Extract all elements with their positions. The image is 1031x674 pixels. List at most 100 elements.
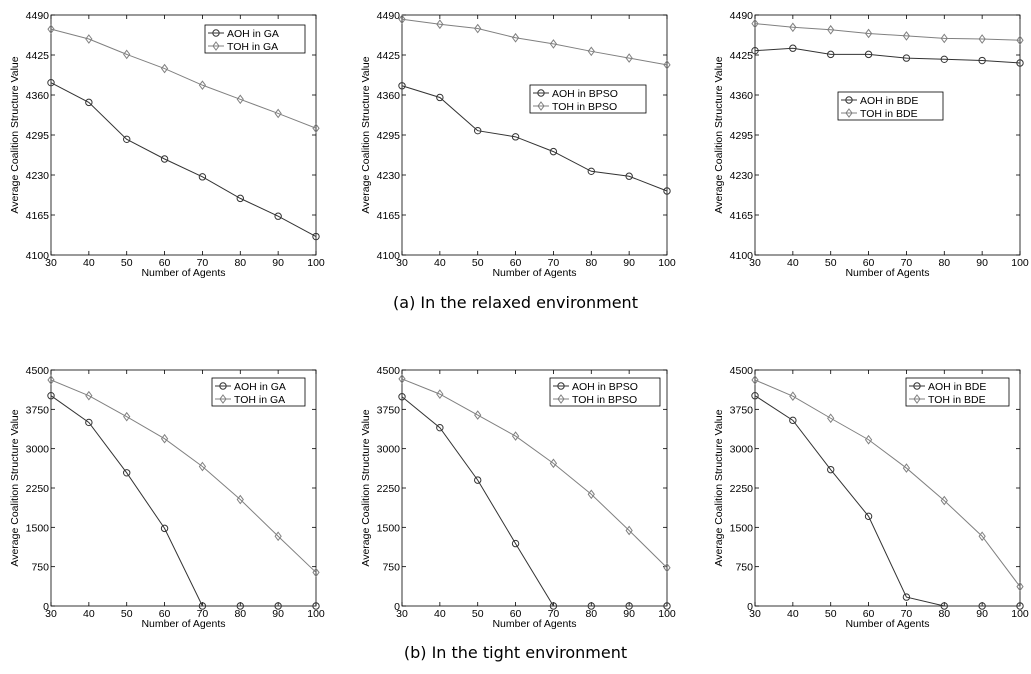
series-line-aoh [401,396,667,607]
y-tick-label: 4165 [377,210,401,222]
data-point-toh [940,495,948,506]
data-point-aoh [789,416,797,425]
y-tick-label: 4100 [730,250,754,262]
data-point-toh [47,375,55,385]
data-point-toh [625,525,633,536]
x-tick-label: 30 [749,257,761,269]
data-point-toh [274,531,282,542]
x-tick-label: 70 [197,608,209,620]
x-tick-label: 50 [825,257,837,269]
y-tick-label: 3750 [377,404,401,416]
x-tick-label: 80 [585,257,597,269]
y-tick-label: 4360 [26,90,50,102]
y-axis-label: Average Coalition Structure Value [713,56,725,213]
legend-marker [537,101,545,111]
legend-label: TOH in BDE [860,108,918,120]
x-tick-label: 60 [863,257,875,269]
data-point-toh [123,411,131,422]
x-tick-label: 80 [938,608,950,620]
data-point-aoh [902,593,911,601]
chart-panel-3: 30 40 50 60 70 80 90 100 4100 4165 4230 4295 4360 442… [713,10,1029,279]
x-tick-label: 90 [272,257,284,269]
data-point-toh [902,463,911,473]
legend-box [549,377,661,407]
data-point-toh [978,34,986,44]
data-point-aoh [274,212,282,220]
chart-panel-2: 30 40 50 60 70 80 90 100 4100 4165 4230 4295 4360 442… [360,10,676,279]
x-tick-label: 70 [901,257,913,269]
y-tick-label: 2250 [26,483,50,495]
data-point-aoh [625,172,633,180]
data-point-aoh [940,602,948,610]
x-tick-label: 40 [434,608,446,620]
legend-marker [913,394,921,404]
legend-marker [913,382,921,390]
data-point-aoh [663,602,671,610]
legend-label: TOH in GA [227,41,278,53]
data-point-toh [160,433,169,444]
y-tick-label: 4360 [377,90,401,102]
x-axis-label: Number of Agents [845,267,929,279]
legend-marker [845,108,853,118]
y-axis-label: Average Coalition Structure Value [360,56,372,213]
y-tick-label: 3000 [730,444,754,456]
legend-box [204,24,306,54]
y-tick-label: 4295 [377,130,401,142]
legend-label: AOH in BDE [860,95,918,107]
data-point-toh [474,410,482,420]
series-line-toh [401,18,668,66]
x-tick-label: 40 [434,257,446,269]
series-line-aoh [754,47,1021,64]
x-tick-label: 40 [787,257,799,269]
legend-label: AOH in BDE [928,381,986,393]
x-tick-label: 30 [396,257,408,269]
data-point-toh [789,391,797,402]
x-tick-label: 40 [83,608,95,620]
x-axis-label: Number of Agents [141,267,225,279]
y-tick-label: 0 [747,601,753,613]
data-point-toh [1016,581,1024,592]
y-tick-label: 4100 [377,250,401,262]
x-tick-label: 80 [234,257,246,269]
x-tick-label: 40 [83,257,95,269]
series-line-aoh [401,85,668,192]
data-point-toh [85,34,93,44]
data-point-aoh [198,602,207,610]
x-tick-label: 30 [45,257,57,269]
x-tick-label: 50 [121,257,133,269]
y-axis-label: Average Coalition Structure Value [9,56,21,213]
y-tick-label: 4490 [377,10,401,22]
data-point-toh [663,562,671,573]
y-tick-label: 4230 [730,170,754,182]
data-point-aoh [1016,602,1024,610]
x-tick-label: 100 [1011,257,1029,269]
y-tick-label: 750 [31,562,49,574]
y-tick-label: 4490 [26,10,50,22]
y-axis-label: Average Coalition Structure Value [9,409,21,566]
data-point-toh [312,567,320,578]
x-axis-label: Number of Agents [845,618,929,630]
series-line-toh [754,379,1021,587]
x-tick-label: 90 [623,257,635,269]
data-point-aoh [902,54,911,62]
legend-marker [537,89,545,97]
data-point-aoh [549,602,558,610]
data-point-aoh [978,602,986,610]
legend-marker [219,382,227,390]
data-point-toh [789,22,797,33]
y-tick-label: 4500 [730,365,754,377]
data-point-toh [398,14,406,25]
legend-label: TOH in BPSO [572,394,637,406]
x-tick-label: 80 [585,608,597,620]
y-tick-label: 750 [735,562,753,574]
x-tick-label: 60 [863,608,875,620]
y-tick-label: 3750 [730,404,754,416]
y-tick-label: 4295 [26,130,50,142]
x-tick-label: 80 [938,257,950,269]
data-point-aoh [827,50,835,59]
y-tick-label: 1500 [730,522,754,534]
data-point-aoh [123,469,131,477]
